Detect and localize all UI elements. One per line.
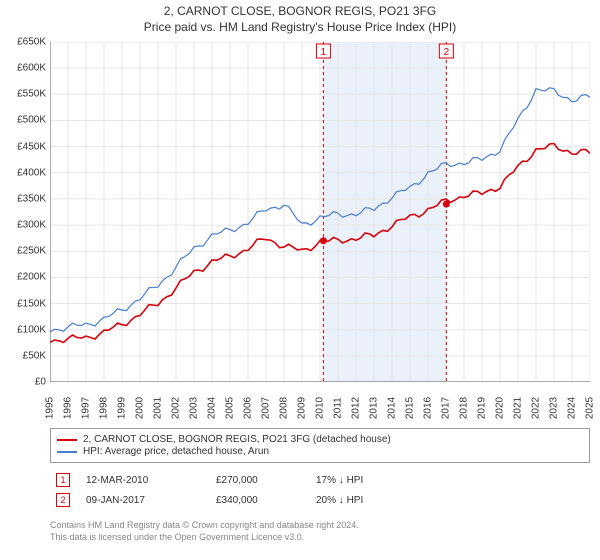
- sales-row: 1 12-MAR-2010£270,00017% ↓ HPI: [50, 470, 590, 490]
- y-tick-label: £300K: [17, 220, 46, 231]
- y-tick-label: £500K: [17, 115, 46, 126]
- sales-diff: 20% ↓ HPI: [316, 495, 416, 506]
- x-tick-label: 2011: [333, 397, 344, 419]
- legend-swatch: [57, 451, 77, 453]
- marker-label-num: 1: [321, 47, 327, 58]
- sales-date: 09-JAN-2017: [86, 495, 216, 506]
- x-tick-label: 2025: [585, 397, 596, 419]
- legend-label: HPI: Average price, detached house, Arun: [83, 446, 269, 457]
- x-tick-label: 2019: [477, 397, 488, 419]
- legend-row: 2, CARNOT CLOSE, BOGNOR REGIS, PO21 3FG …: [57, 434, 583, 445]
- x-tick-label: 2001: [153, 397, 164, 419]
- chart-container: 2, CARNOT CLOSE, BOGNOR REGIS, PO21 3FG …: [0, 0, 600, 560]
- legend-row: HPI: Average price, detached house, Arun: [57, 446, 583, 457]
- x-tick-label: 1996: [63, 397, 74, 419]
- x-tick-label: 2007: [261, 397, 272, 419]
- y-tick-label: £350K: [17, 193, 46, 204]
- sales-diff: 17% ↓ HPI: [316, 475, 416, 486]
- x-tick-label: 1995: [45, 397, 56, 419]
- x-tick-label: 2022: [531, 397, 542, 419]
- x-tick-label: 2010: [315, 397, 326, 419]
- x-axis-labels: 1995199619971998199920002001200220032004…: [50, 386, 590, 426]
- legend-box: 2, CARNOT CLOSE, BOGNOR REGIS, PO21 3FG …: [50, 428, 590, 463]
- y-tick-label: £50K: [23, 350, 46, 361]
- y-tick-label: £450K: [17, 141, 46, 152]
- y-tick-label: £600K: [17, 63, 46, 74]
- attribution-text: Contains HM Land Registry data © Crown c…: [50, 520, 590, 543]
- x-tick-label: 2004: [207, 397, 218, 419]
- attribution-line2: This data is licensed under the Open Gov…: [50, 532, 590, 544]
- title-block: 2, CARNOT CLOSE, BOGNOR REGIS, PO21 3FG …: [0, 0, 600, 34]
- legend-swatch: [57, 439, 77, 441]
- chart-title-line2: Price paid vs. HM Land Registry's House …: [0, 20, 600, 34]
- x-tick-label: 2020: [495, 397, 506, 419]
- x-tick-label: 2003: [189, 397, 200, 419]
- x-tick-label: 2008: [279, 397, 290, 419]
- x-tick-label: 2018: [459, 397, 470, 419]
- x-tick-label: 2017: [441, 397, 452, 419]
- y-tick-label: £550K: [17, 89, 46, 100]
- x-tick-label: 2014: [387, 397, 398, 419]
- x-tick-label: 2006: [243, 397, 254, 419]
- x-tick-label: 1997: [81, 397, 92, 419]
- chart-plot-area: 12: [50, 42, 590, 382]
- marker-dot: [443, 201, 450, 208]
- x-tick-label: 2012: [351, 397, 362, 419]
- x-tick-label: 2000: [135, 397, 146, 419]
- x-tick-label: 2023: [549, 397, 560, 419]
- x-tick-label: 2002: [171, 397, 182, 419]
- chart-svg: 12: [50, 42, 590, 382]
- x-tick-label: 1999: [117, 397, 128, 419]
- sales-price: £340,000: [216, 495, 316, 506]
- attribution-line1: Contains HM Land Registry data © Crown c…: [50, 520, 590, 532]
- sales-marker-box: 2: [56, 493, 70, 507]
- chart-title-line1: 2, CARNOT CLOSE, BOGNOR REGIS, PO21 3FG: [0, 4, 600, 18]
- y-tick-label: £250K: [17, 246, 46, 257]
- sales-table: 1 12-MAR-2010£270,00017% ↓ HPI 2 09-JAN-201…: [50, 470, 590, 510]
- x-tick-label: 2024: [567, 397, 578, 419]
- y-tick-label: £200K: [17, 272, 46, 283]
- x-tick-label: 2016: [423, 397, 434, 419]
- y-tick-label: £100K: [17, 324, 46, 335]
- sales-price: £270,000: [216, 475, 316, 486]
- y-tick-label: £650K: [17, 37, 46, 48]
- marker-label-num: 2: [444, 47, 450, 58]
- y-tick-label: £400K: [17, 167, 46, 178]
- sales-marker-box: 1: [56, 473, 70, 487]
- sales-date: 12-MAR-2010: [86, 475, 216, 486]
- x-tick-label: 2021: [513, 397, 524, 419]
- y-tick-label: £150K: [17, 298, 46, 309]
- sales-row: 2 09-JAN-2017£340,00020% ↓ HPI: [50, 490, 590, 510]
- y-tick-label: £0: [35, 377, 46, 388]
- x-tick-label: 2013: [369, 397, 380, 419]
- x-tick-label: 2005: [225, 397, 236, 419]
- x-tick-label: 2009: [297, 397, 308, 419]
- x-tick-label: 2015: [405, 397, 416, 419]
- y-axis-labels: £0£50K£100K£150K£200K£250K£300K£350K£400…: [0, 42, 48, 382]
- x-tick-label: 1998: [99, 397, 110, 419]
- legend-label: 2, CARNOT CLOSE, BOGNOR REGIS, PO21 3FG …: [83, 434, 391, 445]
- marker-dot: [320, 237, 327, 244]
